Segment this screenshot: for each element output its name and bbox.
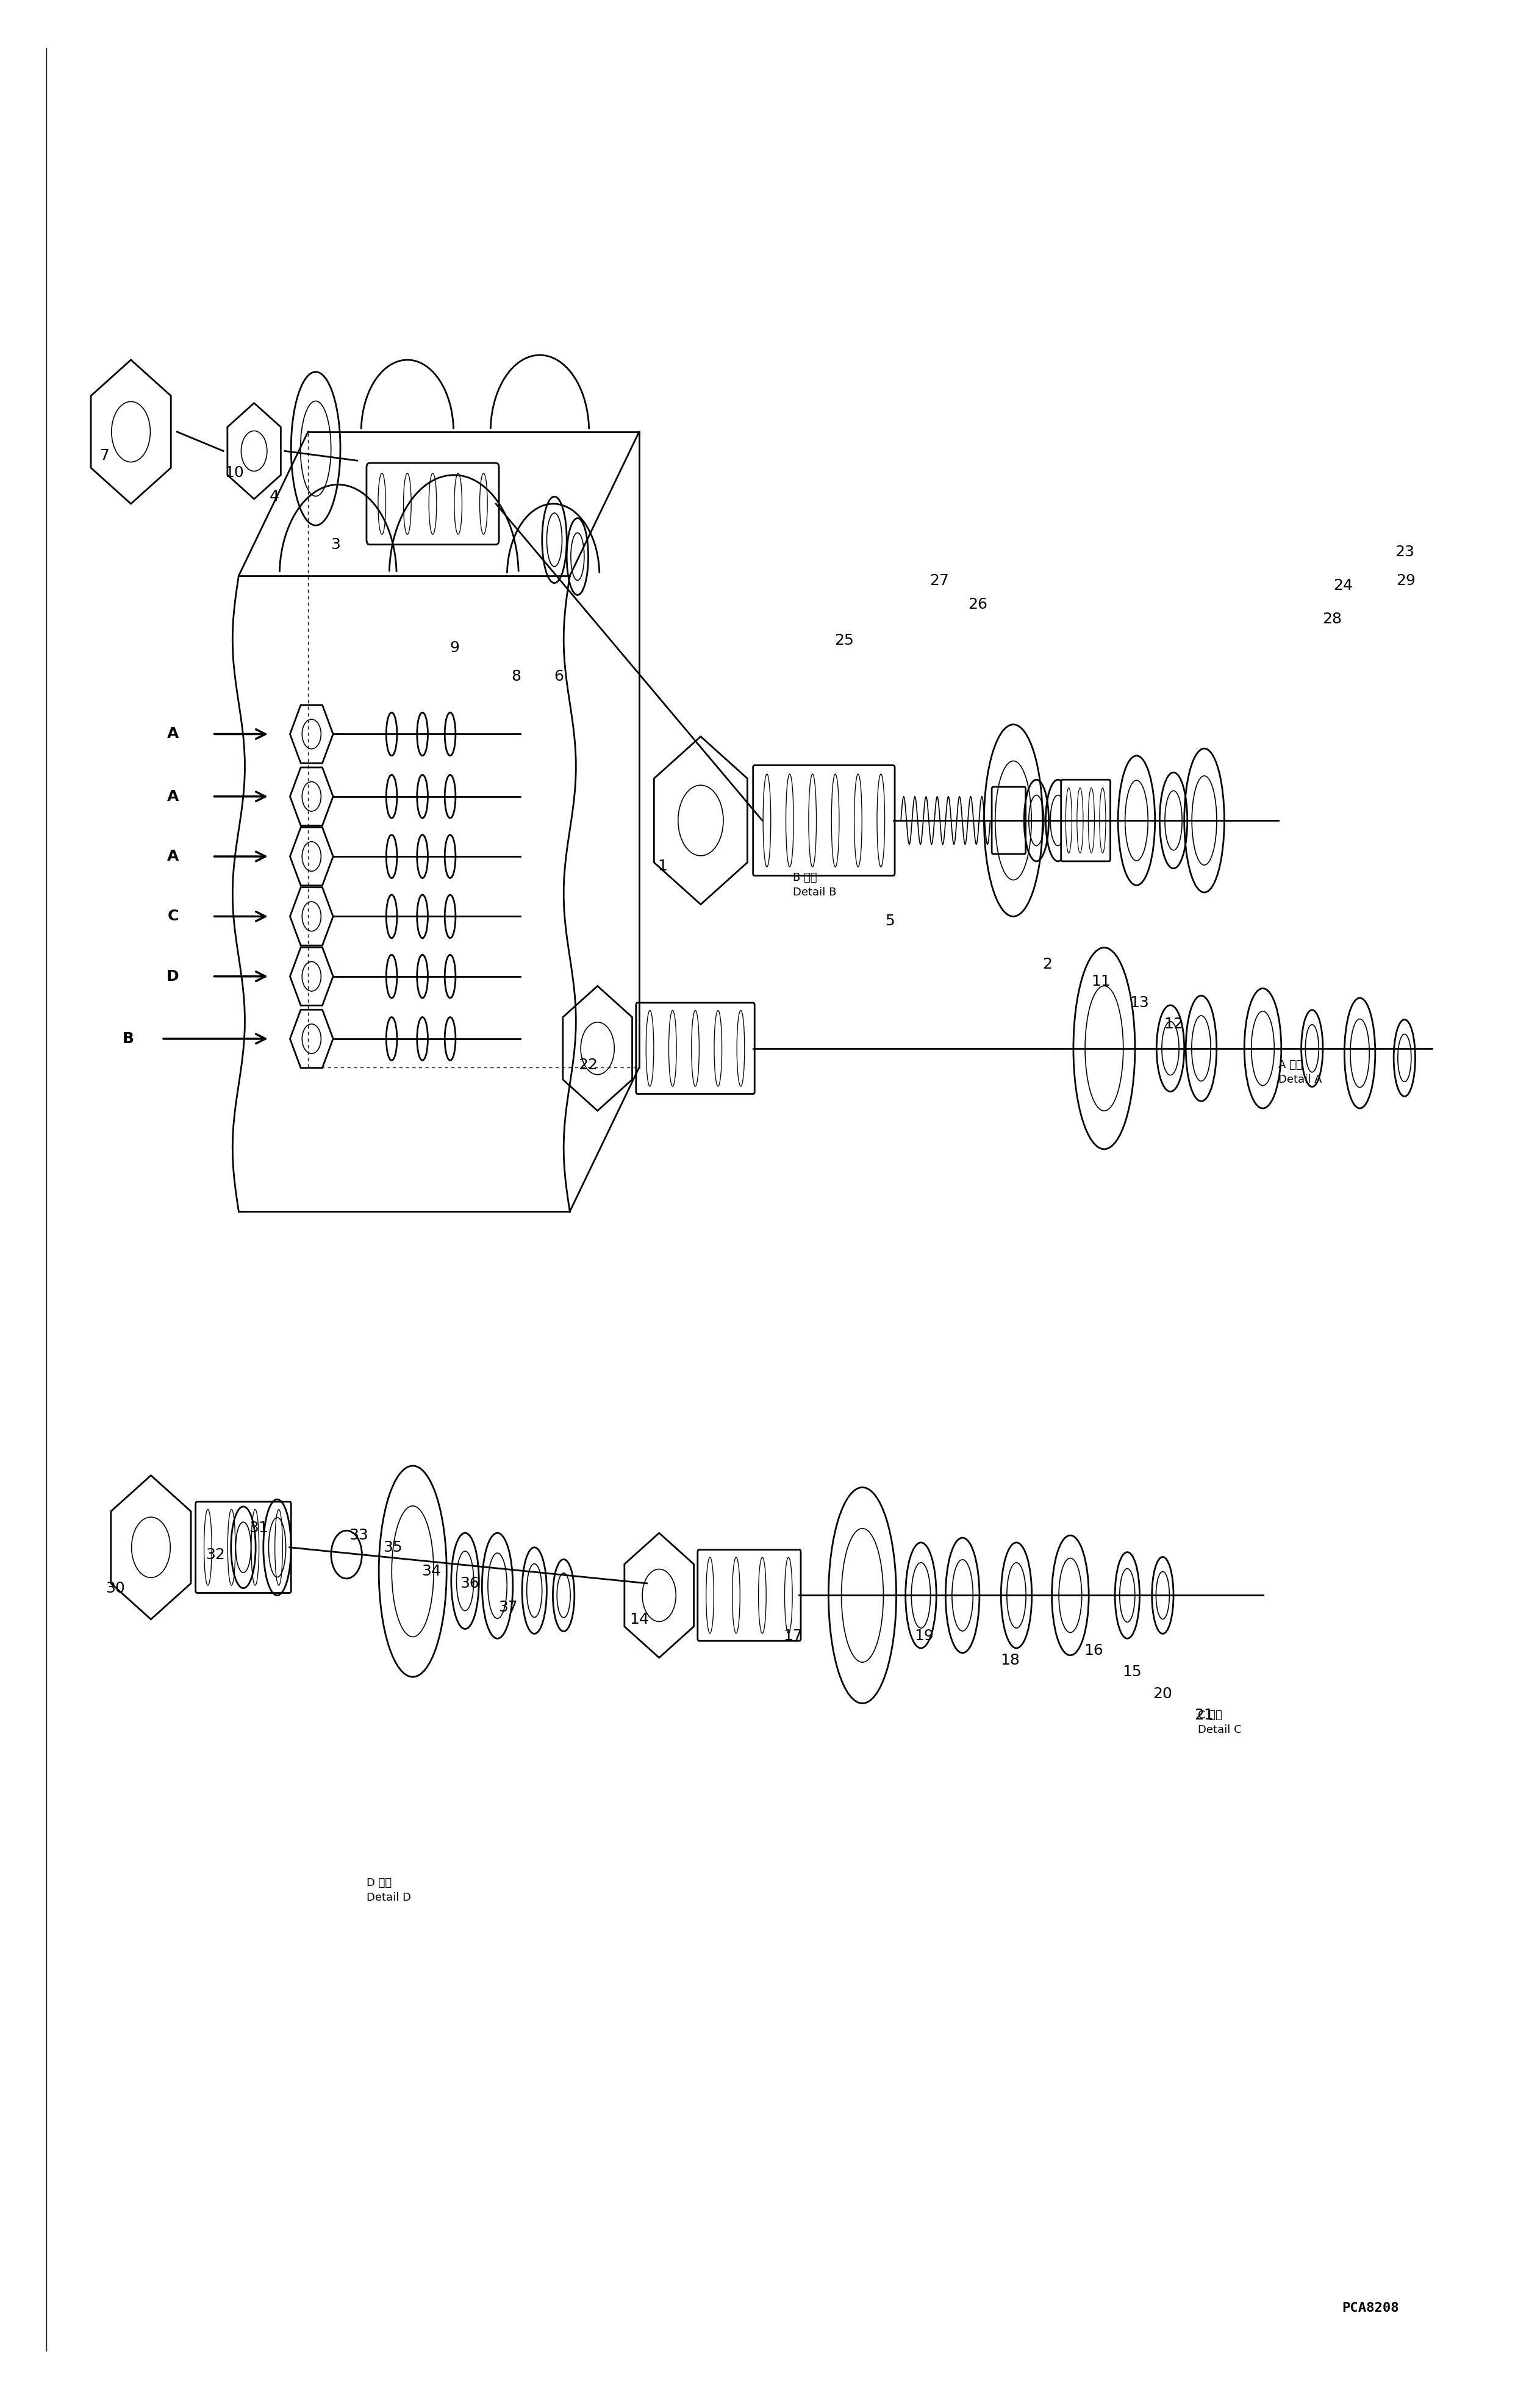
Text: 15: 15 [1123,1665,1141,1679]
Text: 2: 2 [1043,957,1052,972]
Text: 4: 4 [270,489,279,504]
FancyBboxPatch shape [698,1550,801,1641]
Text: 18: 18 [1001,1653,1019,1667]
Text: A 詳細
Detail A: A 詳細 Detail A [1278,1060,1321,1084]
FancyBboxPatch shape [992,787,1026,854]
Text: 21: 21 [1195,1708,1214,1722]
Text: 29: 29 [1397,573,1415,588]
Text: 32: 32 [206,1547,225,1562]
Text: 26: 26 [969,597,987,612]
Text: 17: 17 [784,1629,802,1643]
Text: C: C [168,909,179,924]
Text: 12: 12 [1164,1017,1183,1032]
Text: 27: 27 [930,573,949,588]
Text: C 詳細
Detail C: C 詳細 Detail C [1198,1710,1241,1734]
Text: D 詳細
Detail D: D 詳細 Detail D [367,1878,411,1902]
Text: 14: 14 [630,1612,648,1627]
Text: 35: 35 [383,1540,402,1555]
Text: A: A [166,727,179,741]
Text: 10: 10 [225,465,243,480]
Text: 37: 37 [499,1600,517,1615]
FancyBboxPatch shape [1061,780,1110,861]
Text: 1: 1 [658,859,667,873]
Text: 34: 34 [422,1564,440,1579]
Text: PCA8208: PCA8208 [1341,2301,1400,2315]
Text: 23: 23 [1395,545,1414,559]
Text: 7: 7 [100,449,109,463]
FancyBboxPatch shape [636,1003,755,1094]
Text: 6: 6 [554,669,564,684]
Text: B 詳細
Detail B: B 詳細 Detail B [793,873,836,897]
Text: 5: 5 [886,914,895,928]
Text: A: A [166,789,179,804]
Text: 25: 25 [835,633,853,648]
Text: 30: 30 [106,1581,125,1595]
Text: 13: 13 [1130,996,1149,1010]
FancyBboxPatch shape [196,1502,291,1593]
Text: 20: 20 [1153,1686,1172,1701]
Text: 24: 24 [1334,578,1352,593]
Text: 11: 11 [1092,974,1110,988]
Text: 36: 36 [460,1576,479,1591]
Text: 33: 33 [350,1528,368,1543]
Text: 31: 31 [249,1521,268,1535]
Text: 3: 3 [331,537,340,552]
Text: D: D [166,969,179,984]
FancyBboxPatch shape [753,765,895,876]
Text: 8: 8 [511,669,521,684]
FancyBboxPatch shape [367,463,499,545]
Text: 19: 19 [915,1629,933,1643]
Text: 16: 16 [1084,1643,1103,1658]
Text: A: A [166,849,179,864]
Text: 22: 22 [579,1058,598,1072]
Text: 28: 28 [1323,612,1341,626]
Text: 9: 9 [450,641,459,655]
Text: B: B [122,1032,134,1046]
